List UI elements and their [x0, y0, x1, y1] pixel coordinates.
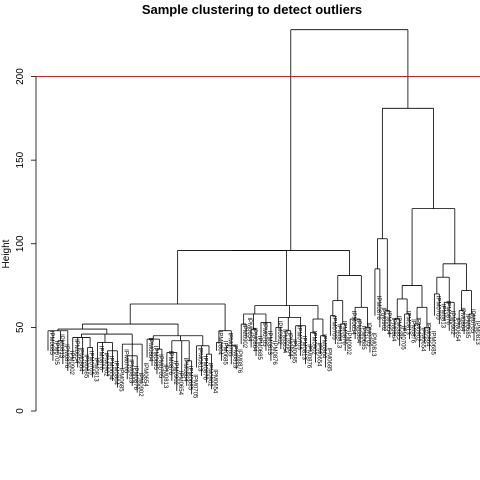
- leaf-label: IPM0685: [83, 354, 89, 379]
- leaf-label: IPM0685: [117, 368, 123, 393]
- leaf-label: IPM0864: [251, 327, 257, 352]
- leaf-label: IPM0864: [78, 348, 84, 373]
- y-tick-label: 150: [15, 151, 26, 168]
- leaf-label: IPM0864: [286, 332, 292, 357]
- y-tick-label: 50: [15, 321, 26, 333]
- leaf-label: IPM0654: [281, 329, 287, 354]
- leaf-label: IPM0876: [271, 341, 277, 366]
- y-axis-label: Height: [1, 239, 12, 268]
- leaf-label: IPM0876: [236, 349, 242, 374]
- leaf-label: IPM0685: [429, 331, 435, 356]
- leaf-label: IPM0705: [469, 309, 475, 334]
- leaf-label: IPM0685: [464, 314, 470, 339]
- leaf-labels: IPM0685IPM0705IPM0813IPM0876IPM0902IPM06…: [48, 296, 480, 399]
- leaf-label: IPM0705: [296, 326, 302, 351]
- leaf-label: IPM0902: [137, 373, 143, 398]
- y-tick-label: 200: [15, 68, 26, 85]
- leaf-label: IPM0705: [365, 322, 371, 347]
- leaf-label: IPM0813: [474, 321, 480, 346]
- leaf-label: IPM0876: [444, 301, 450, 326]
- y-tick-label: 0: [15, 408, 26, 414]
- leaf-label: IPM0654: [454, 317, 460, 342]
- leaf-label: IPM0685: [187, 366, 193, 391]
- leaf-label: IPM0902: [311, 331, 317, 356]
- leaf-label: IPM0654: [142, 363, 148, 388]
- dendrogram-tree: [47, 29, 475, 395]
- leaf-label: IPM0876: [63, 344, 69, 369]
- leaf-label: IPM0864: [320, 334, 326, 359]
- leaf-label: IPM0685: [48, 331, 54, 356]
- leaf-label: IPM0654: [420, 327, 426, 352]
- leaf-label: IPM0813: [439, 304, 445, 329]
- leaf-label: IPM0813: [197, 348, 203, 373]
- leaf-label: IPM0902: [345, 331, 351, 356]
- leaf-label: IPM0813: [127, 359, 133, 384]
- leaf-label: IPM0705: [192, 374, 198, 399]
- leaf-label: IPM0685: [221, 341, 227, 366]
- leaf-label: IPM0864: [390, 317, 396, 342]
- leaf-label: IPM0902: [415, 317, 421, 342]
- leaf-label: IPM0813: [405, 311, 411, 336]
- leaf-label: IPM0705: [53, 341, 59, 366]
- leaf-label: IPM0654: [350, 311, 356, 336]
- leaf-label: IPM0876: [375, 296, 381, 321]
- leaf-label: IPM0654: [73, 339, 79, 364]
- leaf-label: IPM0902: [449, 311, 455, 336]
- leaf-label: IPM0685: [395, 316, 401, 341]
- leaf-label: IPM0705: [330, 316, 336, 341]
- leaf-label: IPM0813: [335, 324, 341, 349]
- leaf-label: IPM0876: [340, 321, 346, 346]
- leaf-label: IPM0705: [122, 349, 128, 374]
- leaf-label: IPM0654: [211, 369, 217, 394]
- y-tick-label: 100: [15, 235, 26, 252]
- leaf-label: IPM0876: [167, 351, 173, 376]
- leaf-label: IPM0864: [355, 319, 361, 344]
- leaf-label: IPM0902: [207, 363, 213, 388]
- y-axis: 0 50 100 150 200: [15, 68, 37, 414]
- leaf-label: IPM0902: [68, 351, 74, 376]
- leaf-label: IPM0864: [216, 331, 222, 356]
- leaf-label: IPM0902: [276, 321, 282, 346]
- leaf-label: IPM0876: [410, 319, 416, 344]
- leaf-label: IPM0813: [58, 334, 64, 359]
- leaf-label: IPM0685: [360, 326, 366, 351]
- leaf-label: IPM0902: [102, 353, 108, 378]
- leaf-label: IPM0876: [306, 344, 312, 369]
- leaf-label: IPM0902: [380, 307, 386, 332]
- leaf-label: IPM0685: [291, 339, 297, 364]
- leaf-label: IPM0685: [256, 336, 262, 361]
- leaf-label: IPM0705: [226, 332, 232, 357]
- leaf-label: IPM0705: [261, 322, 267, 347]
- leaf-label: IPM0864: [459, 307, 465, 332]
- leaf-label: IPM0654: [385, 311, 391, 336]
- leaf-label: IPM0813: [301, 336, 307, 361]
- leaf-label: IPM0902: [241, 324, 247, 349]
- leaf-label: IPM0685: [152, 346, 158, 371]
- leaf-label: IPM0685: [325, 348, 331, 373]
- leaf-label: IPM0876: [132, 366, 138, 391]
- chart-title: Sample clustering to detect outliers: [142, 2, 362, 17]
- leaf-label: IPM0876: [98, 346, 104, 371]
- leaf-label: IPM0705: [88, 351, 94, 376]
- leaf-label: IPM0864: [424, 322, 430, 347]
- leaf-label: IPM0813: [162, 364, 168, 389]
- leaf-label: IPM0813: [93, 358, 99, 383]
- leaf-label: IPM0813: [370, 332, 376, 357]
- leaf-label: IPM0864: [112, 361, 118, 386]
- leaf-label: IPM0654: [315, 342, 321, 367]
- leaf-label: IPM0654: [177, 371, 183, 396]
- leaf-label: IPM0876: [202, 356, 208, 381]
- leaf-label: IPM0705: [157, 354, 163, 379]
- leaf-label: IPM0654: [107, 356, 113, 381]
- leaf-label: IPM0902: [172, 361, 178, 386]
- leaf-label: IPM0705: [434, 296, 440, 321]
- leaf-label: IPM0813: [266, 331, 272, 356]
- leaf-label: IPM0813: [231, 344, 237, 369]
- leaf-label: IPM0864: [182, 358, 188, 383]
- leaf-label: IPM0864: [147, 337, 153, 362]
- leaf-label: IPM0705: [400, 326, 406, 351]
- leaf-label: IPM0654: [246, 317, 252, 342]
